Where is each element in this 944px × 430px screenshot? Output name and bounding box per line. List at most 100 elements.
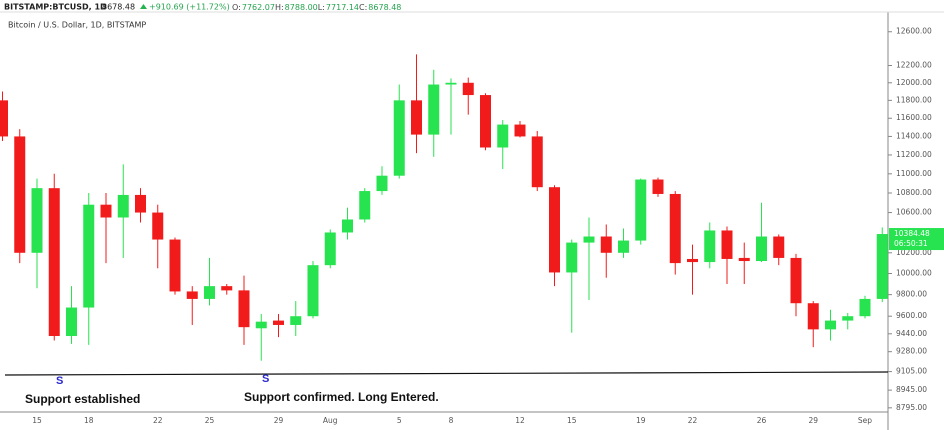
x-tick-label: 18 [84,416,94,425]
x-tick-label: 15 [567,416,577,425]
header-change: +910.69 (+11.72%) [149,3,230,12]
candle-body [600,236,612,253]
candle-body [721,230,733,259]
x-tick-label: 12 [515,416,525,425]
candle-body [14,136,26,253]
candle-body [186,291,198,299]
candle-body [135,194,146,213]
candle-body [66,307,77,337]
candle-body [376,175,388,192]
candle-body [652,179,664,194]
ohlc-value: 8788.00 [285,3,318,12]
ohlc-value: 7762.07 [242,3,275,12]
y-tick-label: 10600.00 [896,208,932,217]
y-tick-label: 12000.00 [896,78,932,87]
subtitle: Bitcoin / U.S. Dollar, 1D, BITSTAMP [8,21,146,30]
x-tick-label: 25 [205,416,215,425]
candle-body [566,242,578,273]
candle-body [807,303,819,330]
candle-body [704,230,716,263]
candle-body [790,257,802,304]
up-arrow-icon [140,4,147,9]
y-tick-label: 9280.00 [896,347,927,356]
candle-body [48,188,60,337]
x-tick-label: 26 [757,416,767,425]
x-tick-label: Aug [323,416,338,425]
candle-body [773,236,785,258]
plot-area [0,54,888,361]
ohlc-value: 8678.48 [368,3,401,12]
candle-body [31,188,43,253]
candle-body [549,187,560,273]
ohlc-label: O: [232,3,241,12]
y-tick-label: 11400.00 [896,131,932,140]
y-tick-label: 8945.00 [896,385,927,394]
candle-body [221,286,233,291]
ohlc-group: O:7762.07H:8788.00L:7717.14C:8678.48 [232,3,401,12]
candle-body [825,320,836,330]
x-tick-label: Sep [858,416,872,425]
annotation-text: Support confirmed. Long Entered. [244,390,439,404]
candle-body [618,240,629,253]
candle-body [100,204,112,218]
x-tick-label: 22 [688,416,698,425]
y-tick-label: 11600.00 [896,113,932,122]
x-tick-label: 29 [274,416,284,425]
candle-body [876,234,888,299]
y-tick-label: 12200.00 [896,60,932,69]
x-tick-label: 15 [32,416,42,425]
candle-body [756,236,767,262]
candle-body [635,179,647,241]
ohlc-label: H: [275,3,284,12]
candle-body [531,136,543,188]
y-tick-label: 10000.00 [896,269,932,278]
price-label-box [889,228,944,251]
candle-body [445,82,457,85]
s-marker: S [56,375,63,387]
candle-body [0,100,8,137]
ohlc-label: C: [359,3,367,12]
candle-body [411,100,422,135]
candle-body [152,212,164,240]
candle-body [204,286,215,299]
y-tick-label: 9800.00 [896,290,927,299]
candle-body [83,204,95,308]
candle-body [859,298,871,317]
candle-body [342,219,353,233]
ohlc-label: L: [318,3,325,12]
y-tick-label: 11200.00 [896,150,932,159]
y-tick-label: 10200.00 [896,248,932,257]
candle-body [255,321,267,329]
candle-body [669,193,681,264]
candle-body [583,236,595,243]
candle-body [324,232,336,266]
y-tick-label: 8795.00 [896,403,927,412]
candle-body [238,290,250,328]
candle-body [169,239,181,292]
candle-body [307,265,319,317]
candle-body [290,316,302,325]
x-tick-label: 19 [636,416,646,425]
ohlc-value: 7717.14 [326,3,359,12]
support-line [4,371,889,376]
y-tick-label: 10800.00 [896,188,932,197]
y-tick-label: 11000.00 [896,169,932,178]
candle-body [497,124,509,148]
candle-body [738,257,750,262]
y-tick-label: 11800.00 [896,95,932,104]
x-tick-label: 5 [397,416,402,425]
countdown: 06:50:31 [894,239,928,248]
y-tick-label: 9600.00 [896,311,927,320]
header-price: 8678.48 [102,3,135,12]
candle-body [462,82,474,96]
x-tick-label: 22 [153,416,163,425]
candle-body [687,258,698,263]
y-tick-label: 12600.00 [896,27,932,36]
candle-body [428,84,440,135]
candle-body [117,194,129,218]
candle-body [514,124,526,137]
symbol: BITSTAMP:BTCUSD, 1D [4,3,107,12]
y-tick-label: 9440.00 [896,329,927,338]
x-tick-label: 29 [808,416,818,425]
